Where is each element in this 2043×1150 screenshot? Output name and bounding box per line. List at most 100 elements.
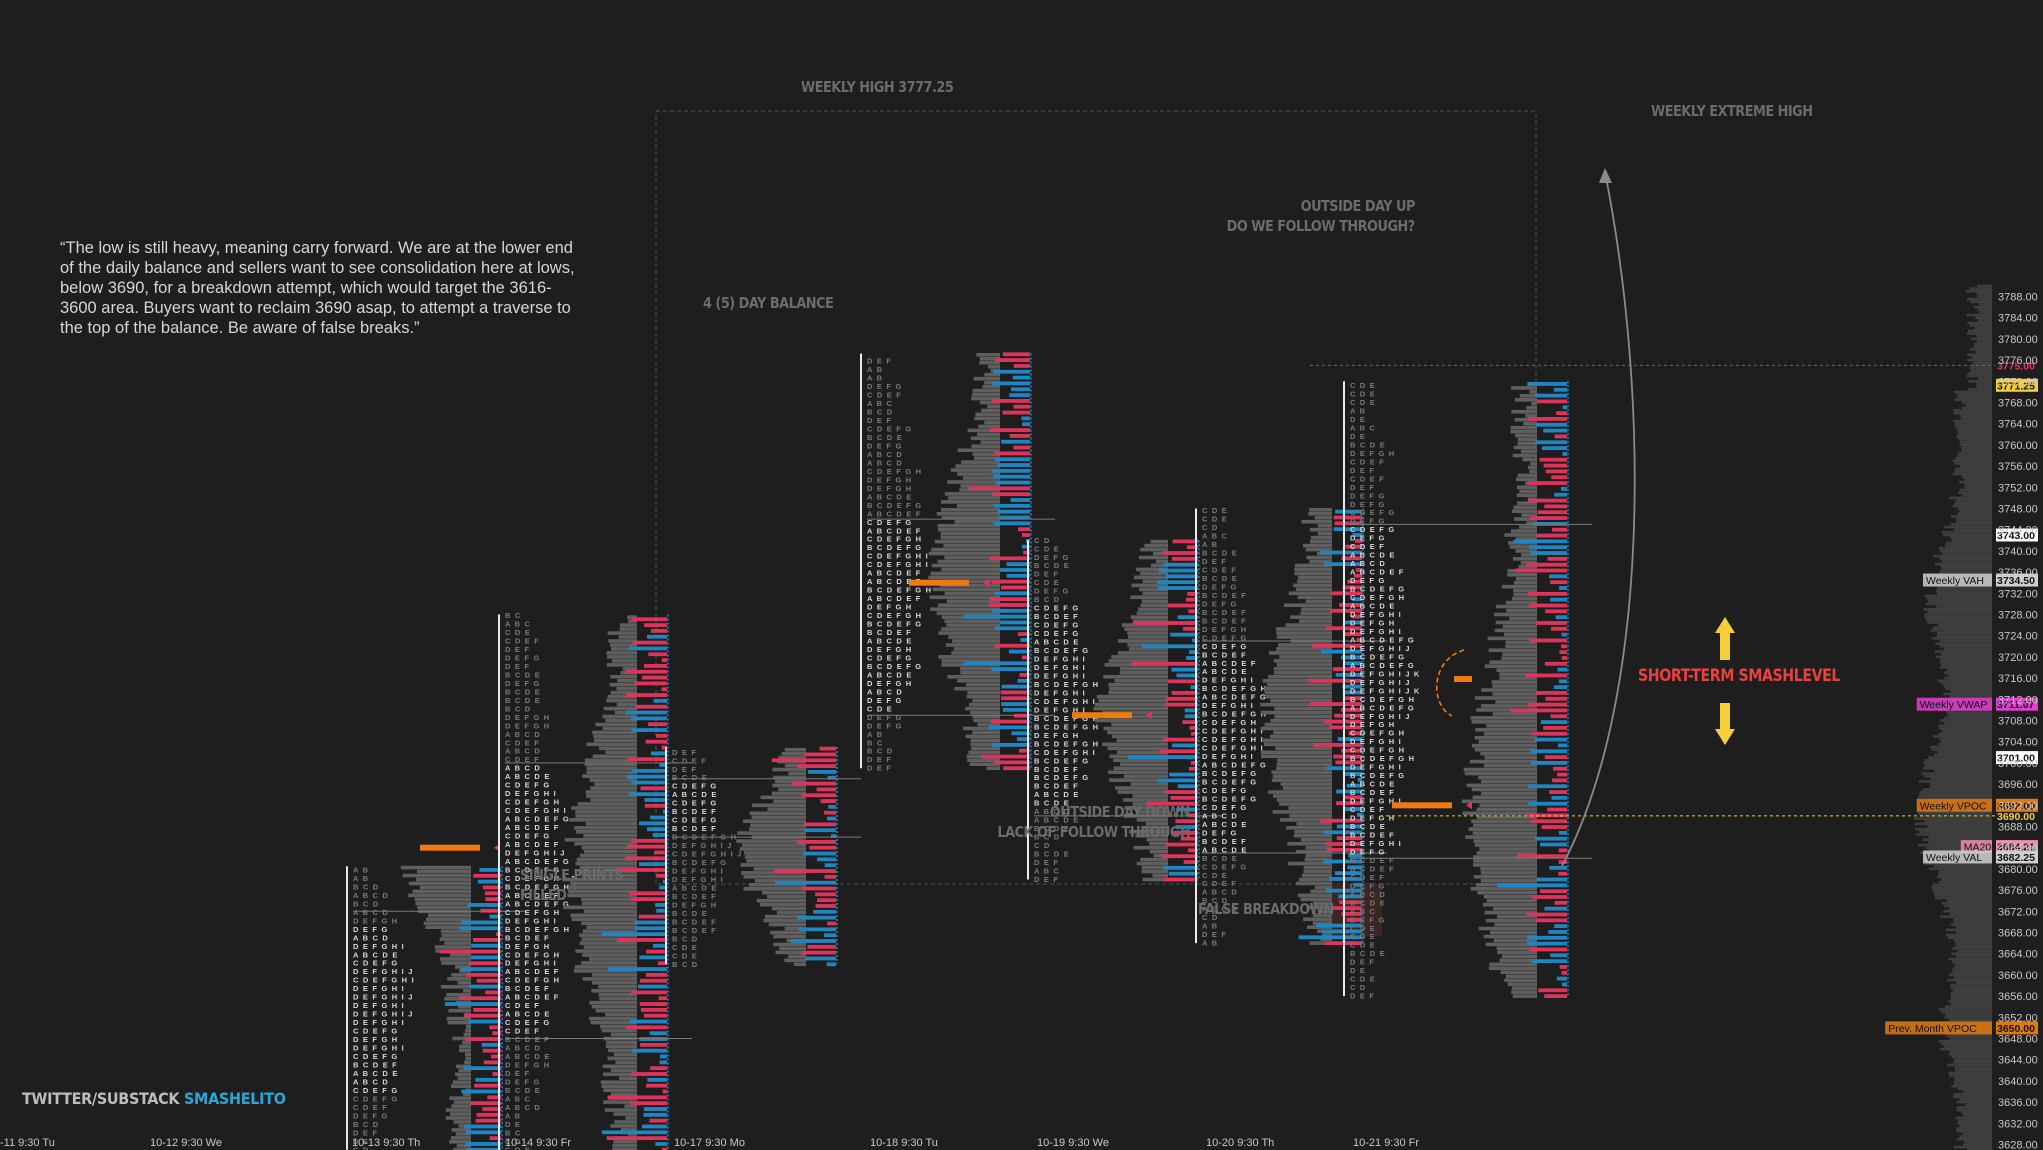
profile-bar <box>617 678 637 683</box>
tpo-letters: B C D E F <box>1202 616 1247 625</box>
delta-bar <box>648 652 667 657</box>
delta-bar <box>805 956 836 961</box>
tpo-letters: C D E F G <box>353 1027 398 1036</box>
profile-bar <box>1276 635 1332 639</box>
profile-bar <box>944 619 1000 623</box>
profile-bar <box>1527 465 1537 470</box>
volume-profile-bar <box>1969 348 1992 351</box>
delta-bar <box>1526 912 1567 917</box>
volume-profile-bar <box>1955 456 1992 460</box>
delta-bar <box>824 933 836 938</box>
session-poc <box>1072 712 1132 719</box>
delta-bar <box>659 885 667 890</box>
profile-bar <box>1505 644 1537 649</box>
profile-bar <box>602 1064 637 1069</box>
profile-bar <box>963 726 1000 731</box>
volume-profile-bar <box>1935 642 1992 645</box>
delta-bar <box>639 1037 667 1041</box>
delta-bar <box>1550 953 1567 958</box>
profile-bar <box>1484 910 1537 915</box>
delta-bar <box>1128 755 1198 759</box>
volume-profile-bar <box>1951 960 1992 963</box>
volume-profile-bar <box>1941 531 1992 534</box>
volume-profile-bar <box>1958 430 1992 433</box>
volume-profile-bar <box>1934 753 1992 757</box>
tpo-letters: D E <box>353 1137 369 1146</box>
tpo-letters: A B C D E F <box>867 594 922 603</box>
profile-bar <box>778 755 806 760</box>
delta-bar <box>1146 801 1198 806</box>
delta-bar <box>1180 836 1198 841</box>
delta-bar <box>459 926 501 931</box>
tpo-letters: B C D E F <box>672 824 717 833</box>
volume-profile-bar <box>1947 713 1992 717</box>
profile-bar <box>1138 607 1168 611</box>
delta-bar <box>630 897 667 902</box>
tpo-letters: A B C D E F G <box>505 857 570 866</box>
delta-bar <box>1529 638 1567 643</box>
delta-bar <box>996 463 1030 467</box>
delta-bar <box>471 943 501 948</box>
tpo-letters: C D <box>353 1145 370 1150</box>
profile-bar <box>1297 595 1332 600</box>
single-prints-label-1: SINGLE PRINTS <box>520 866 624 884</box>
delta-bar <box>1190 731 1198 736</box>
profile-bar <box>444 996 471 1001</box>
tpo-letters: C D E F G <box>353 1052 398 1061</box>
profile-bar <box>591 989 637 993</box>
delta-bar <box>1328 877 1362 881</box>
y-tick-label: 3672.00 <box>1998 906 2038 918</box>
profile-bar <box>445 1116 471 1120</box>
delta-bar <box>644 623 667 627</box>
delta-bar <box>1336 789 1362 794</box>
tpo-letters: D E F G H <box>867 645 912 654</box>
volume-profile-bar <box>1936 634 1992 637</box>
delta-bar <box>993 760 1030 765</box>
profile-bar <box>1473 875 1537 879</box>
profile-bar <box>970 436 1000 441</box>
delta-bar <box>1544 661 1567 666</box>
delta-bar <box>1544 504 1567 509</box>
profile-bar <box>577 802 637 806</box>
volume-profile-bar <box>1949 912 1992 916</box>
volume-profile-bar <box>1930 629 1992 632</box>
profile-bar <box>458 1048 471 1053</box>
delta-bar <box>801 886 836 891</box>
delta-bar <box>1183 860 1198 864</box>
tpo-letters: A B C D <box>1202 888 1238 897</box>
delta-bar <box>1557 667 1567 672</box>
delta-bar <box>646 827 667 832</box>
profile-bar <box>976 353 1000 357</box>
tpo-letters: A B C D <box>505 1044 541 1053</box>
delta-bar <box>649 1031 667 1036</box>
delta-bar <box>1142 644 1198 649</box>
profile-bar <box>586 766 637 770</box>
delta-bar <box>1550 580 1567 585</box>
tpo-letters: B C D E F G H <box>1350 695 1415 704</box>
delta-bar <box>648 722 667 727</box>
volume-profile-bar <box>1928 835 1992 839</box>
profile-bar <box>610 1124 637 1128</box>
profile-bar <box>1513 592 1537 597</box>
profile-bar <box>980 440 1000 445</box>
delta-bar <box>1176 807 1198 812</box>
profile-bar <box>1496 668 1537 672</box>
profile-bar <box>1288 806 1332 810</box>
profile-bar <box>607 655 637 659</box>
profile-bar <box>970 742 1000 747</box>
profile-bar <box>749 811 806 816</box>
delta-bar <box>492 1031 501 1036</box>
tpo-letters: A B <box>353 865 369 874</box>
profile-bar <box>1499 672 1537 676</box>
tpo-letters: A B C D E F <box>867 526 922 535</box>
tpo-letters: C D E F <box>353 1103 388 1112</box>
delta-bar <box>796 839 836 844</box>
tpo-letters: C D E F G H <box>867 611 922 620</box>
volume-profile-bar <box>1914 822 1992 826</box>
volume-profile-bar <box>1953 419 1992 423</box>
profile-bar <box>1480 867 1537 871</box>
profile-bar <box>466 1024 471 1029</box>
tpo-letters: D E <box>1350 432 1366 441</box>
volume-profile-bar <box>1934 769 1992 773</box>
volume-profile-bar <box>1967 358 1992 362</box>
